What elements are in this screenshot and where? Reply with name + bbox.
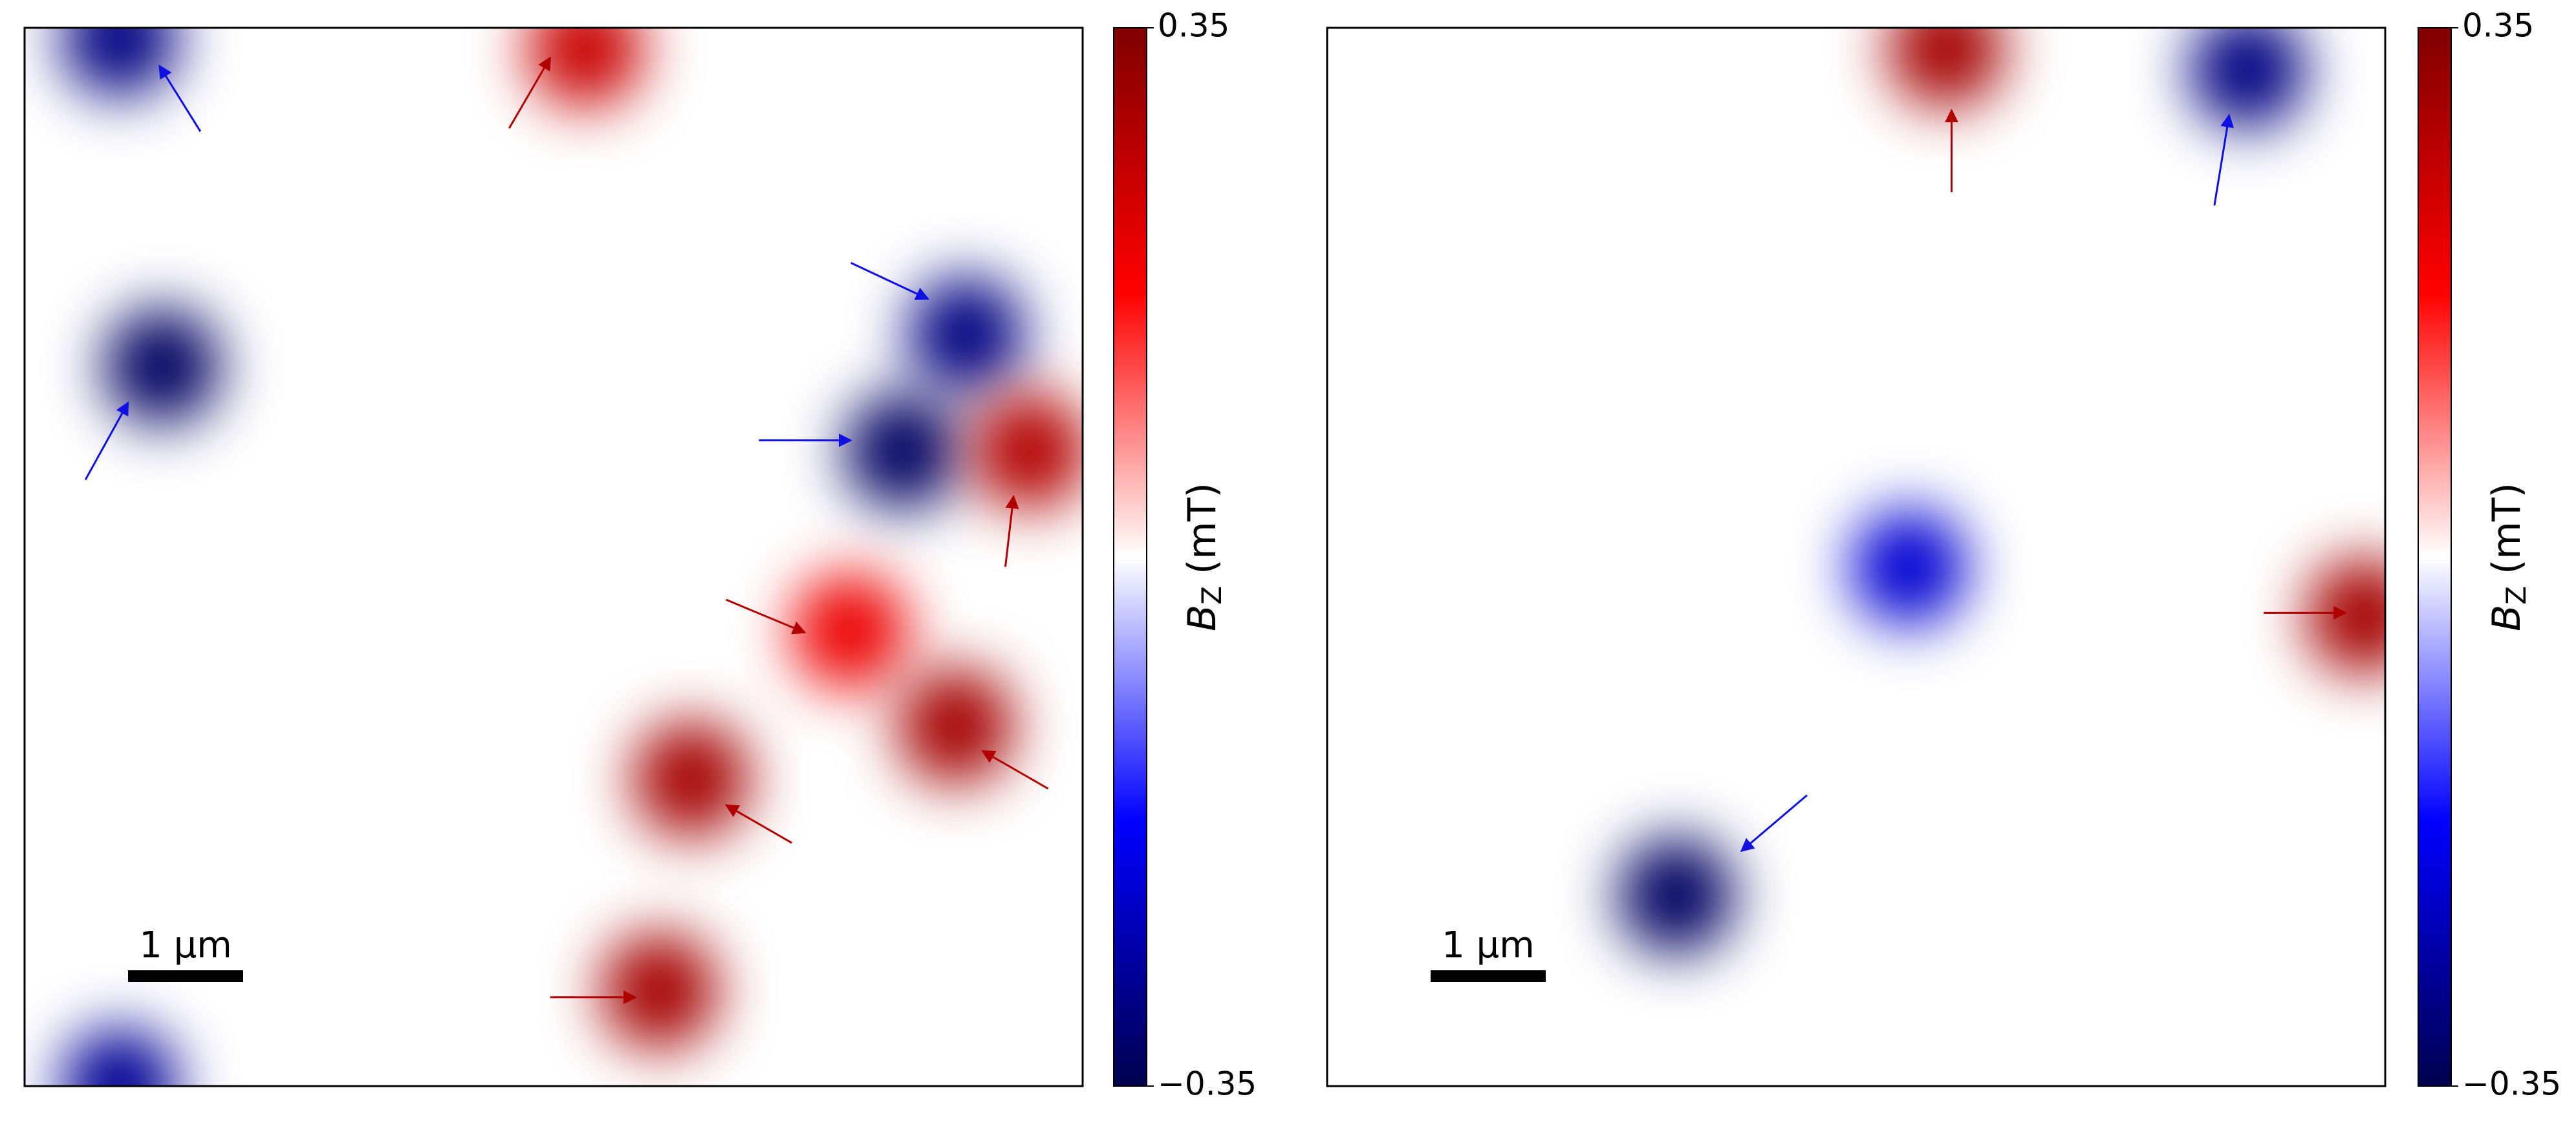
colorbar [2418, 27, 2452, 1087]
scale-bar [1431, 970, 1546, 982]
field-spot [1618, 837, 1735, 954]
heatmap-background [25, 28, 1083, 1086]
scale-bar-label: 1 μm [1442, 924, 1535, 966]
panel-frame [23, 27, 1084, 1087]
annotation-arrow [1740, 794, 1808, 853]
colorbar-label: BZ (mT) [1180, 483, 1228, 631]
field-spot [601, 932, 718, 1049]
annotation-arrow [158, 64, 202, 132]
field-spot [61, 1028, 179, 1086]
colorbar [1113, 27, 1147, 1087]
field-spot [897, 668, 1014, 785]
annotation-arrow [84, 401, 129, 481]
field-spot [633, 721, 750, 838]
label-symbol: B [1180, 605, 1225, 631]
scale-bar-label: 1 μm [139, 924, 232, 966]
panel-frame [1326, 27, 2387, 1087]
colorbar-label: BZ (mT) [2484, 483, 2532, 631]
colorbar-tick-label: 0.35 [1158, 7, 1229, 45]
field-spot [103, 308, 221, 425]
annotation-arrow [724, 804, 793, 844]
heatmap-panel [25, 28, 1083, 1086]
field-spot [61, 28, 179, 97]
colorbar-tick-label: 0.35 [2462, 7, 2534, 45]
annotation-arrow [726, 598, 806, 635]
heatmap-panel [1327, 28, 2385, 1086]
field-spot [971, 393, 1083, 510]
field-spot [1850, 509, 1967, 626]
label-unit: (mT) [2484, 483, 2529, 574]
label-unit: (mT) [1180, 483, 1225, 574]
colorbar-tick-label: −0.35 [2462, 1065, 2561, 1103]
field-spot [1888, 28, 2005, 107]
annotation-arrow [981, 750, 1049, 790]
annotation-arrow [508, 56, 552, 129]
label-symbol: B [2484, 605, 2529, 631]
field-spot [844, 393, 961, 510]
annotation-arrow [850, 262, 930, 300]
field-spot [792, 572, 909, 690]
field-spot [2306, 558, 2385, 675]
annotation-arrow [1004, 494, 1019, 567]
colorbar-tick-label: −0.35 [1158, 1065, 1257, 1103]
field-spot [527, 28, 644, 107]
annotation-arrow [2213, 113, 2235, 206]
label-subscript: Z [2500, 586, 2532, 605]
label-subscript: Z [1196, 586, 1228, 605]
field-spot [2189, 28, 2306, 129]
field-spot [908, 276, 1025, 393]
scale-bar [128, 970, 243, 982]
